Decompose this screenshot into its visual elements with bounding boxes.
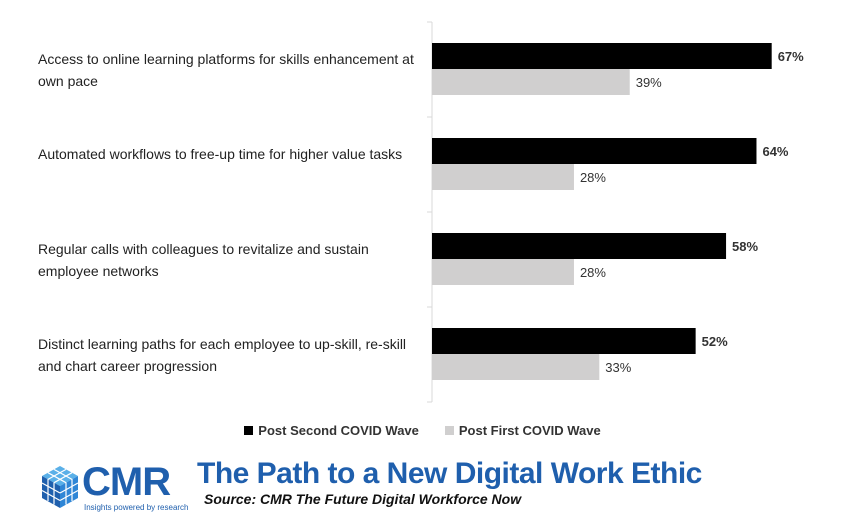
data-label-post-second-1: 64%	[762, 144, 788, 159]
bar-post-first-3	[432, 354, 600, 380]
category-label-2: Regular calls with colleagues to revital…	[38, 241, 369, 279]
cmr-logo: CMR Insights powered by research	[40, 460, 190, 515]
category-label-1: Automated workflows to free-up time for …	[38, 146, 403, 162]
category-label-3: Distinct learning paths for each employe…	[38, 336, 407, 374]
data-label-post-second-3: 52%	[702, 334, 728, 349]
data-label-post-first-2: 28%	[580, 265, 606, 280]
bar-post-first-1	[432, 164, 574, 190]
legend-item-post-second: Post Second COVID Wave	[244, 423, 419, 438]
cube-icon	[41, 466, 79, 508]
logo-tagline: Insights powered by research	[84, 503, 189, 512]
legend-label-post-second: Post Second COVID Wave	[258, 423, 419, 438]
bar-chart: 67% 39% 64% 28% 58% 28% 52% 33%	[427, 21, 804, 403]
data-label-post-second-2: 58%	[732, 239, 758, 254]
data-label-post-first-3: 33%	[605, 360, 631, 375]
bar-post-second-3	[432, 328, 696, 354]
bar-post-first-0	[432, 69, 630, 95]
legend-swatch-post-second	[244, 426, 254, 435]
bar-post-second-0	[432, 43, 772, 69]
legend-item-post-first: Post First COVID Wave	[444, 423, 601, 438]
data-label-post-first-1: 28%	[580, 170, 606, 185]
footer-title: The Path to a New Digital Work Ethic	[197, 457, 702, 490]
category-label-0: Access to online learning platforms for …	[38, 51, 414, 89]
logo-text: CMR	[82, 460, 171, 504]
bar-post-first-2	[432, 259, 574, 285]
data-label-post-second-0: 67%	[778, 49, 804, 64]
footer-source: Source: CMR The Future Digital Workforce…	[204, 491, 522, 507]
data-label-post-first-0: 39%	[636, 75, 662, 90]
legend-label-post-first: Post First COVID Wave	[458, 423, 601, 438]
bar-post-second-2	[432, 233, 727, 259]
legend: Post Second COVID Wave Post First COVID …	[0, 423, 845, 438]
bar-post-second-1	[432, 138, 757, 164]
legend-swatch-post-first	[444, 426, 454, 435]
